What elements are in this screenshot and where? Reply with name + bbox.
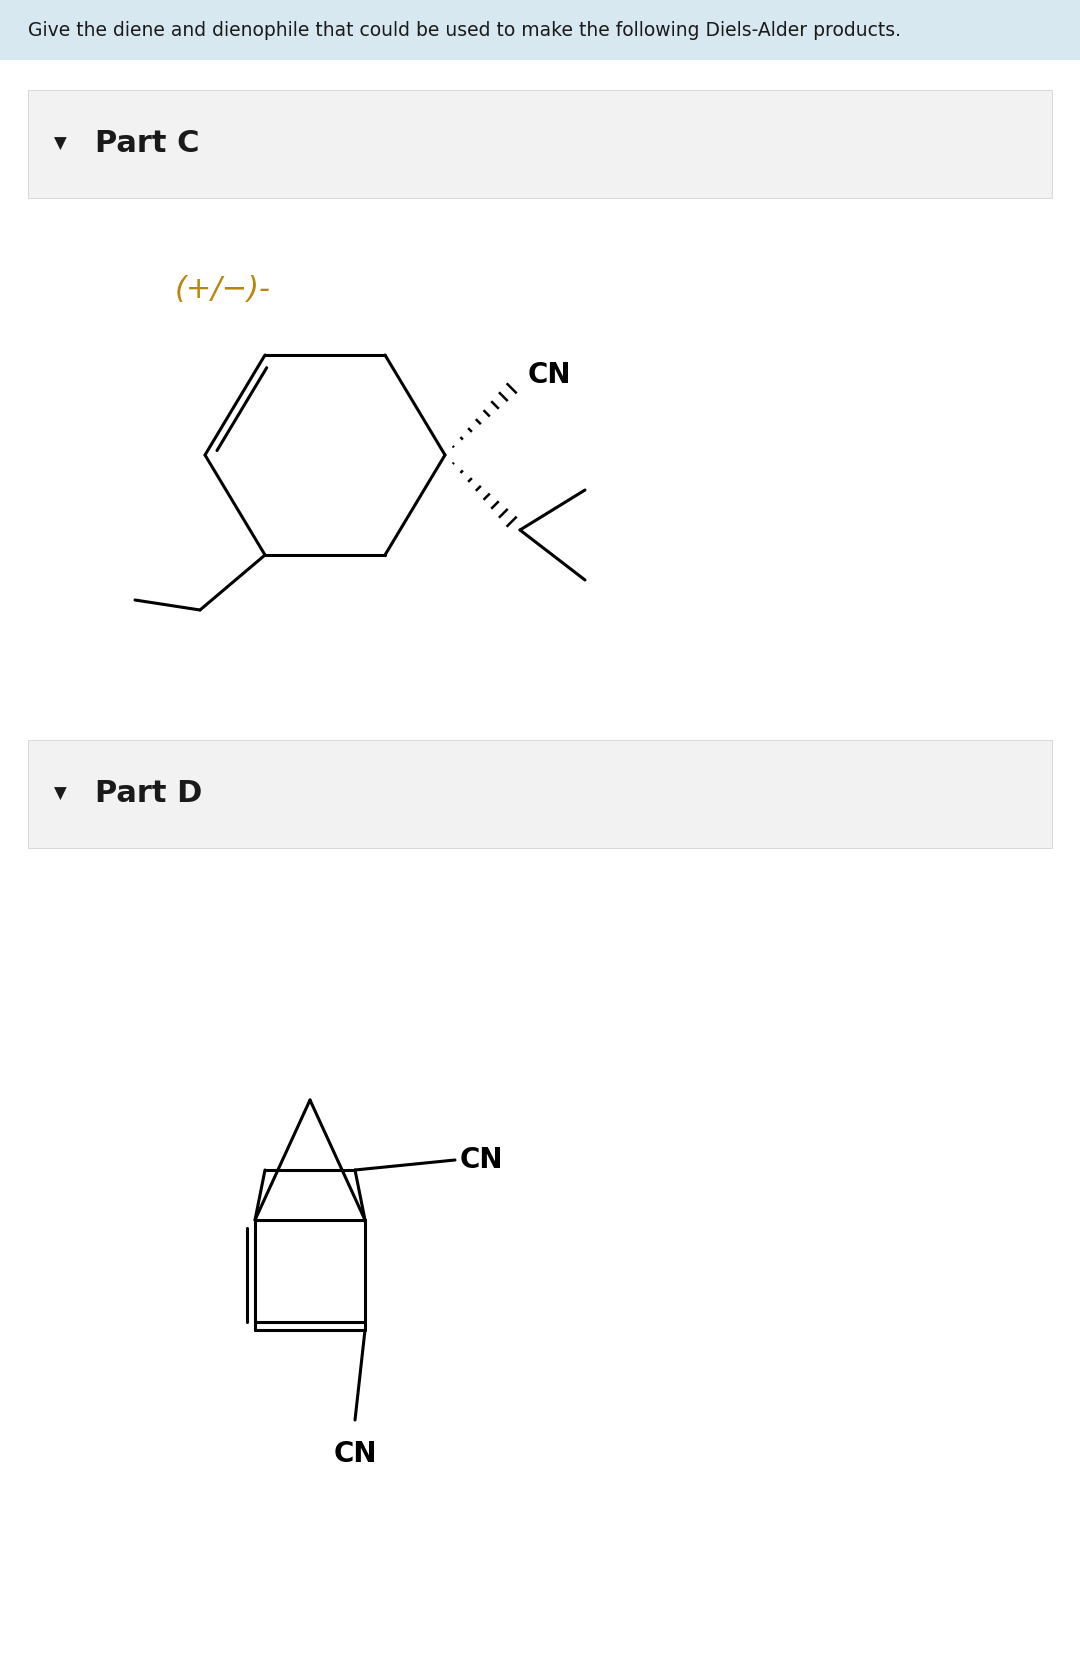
Text: ▼: ▼ [54, 785, 66, 804]
Text: Part C: Part C [95, 129, 200, 159]
Text: CN: CN [528, 361, 571, 389]
Bar [28, 90, 1052, 197]
Text: Give the diene and dienophile that could be used to make the following Diels-Ald: Give the diene and dienophile that could… [28, 20, 901, 40]
Text: ▼: ▼ [54, 135, 66, 154]
Bar [0, 0, 1080, 60]
Text: (+/−)-: (+/−)- [175, 276, 271, 304]
Text: Part D: Part D [95, 779, 202, 809]
Bar [28, 740, 1052, 847]
Text: CN: CN [334, 1440, 377, 1469]
Text: CN: CN [460, 1146, 503, 1175]
